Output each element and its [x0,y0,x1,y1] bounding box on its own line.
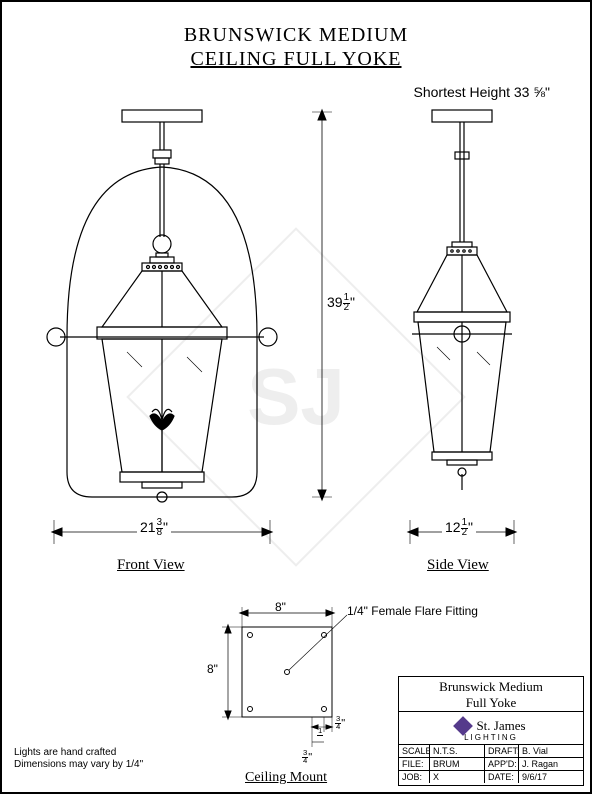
tb-company-sub: LIGHTING [399,733,583,744]
ceiling-mount-svg [192,597,392,767]
dim-side-width: 1212" [442,519,476,538]
tb-name1: Brunswick Medium [439,679,543,694]
title-block: Brunswick Medium Full Yoke St. James LIG… [398,676,584,786]
side-view-svg [382,102,542,522]
shortest-height: Shortest Height 33 ⅝" [414,84,551,100]
dim-34a: 34" [335,716,345,731]
title-line2: CEILING FULL YOKE [2,48,590,71]
dim-mount-w: 8" [275,600,286,614]
footer-note1: Lights are hand crafted [14,747,116,758]
front-view-svg [42,102,282,522]
title-line1: BRUNSWICK MEDIUM [2,24,590,47]
ceiling-mount-label: Ceiling Mount [245,770,327,786]
dim-front-width: 2138" [137,519,171,538]
dim-mount-h: 8" [207,662,218,676]
dim-34b: 34" [302,750,312,765]
fitting-label: 1/4" Female Flare Fitting [347,604,478,618]
tb-company: St. James [476,718,525,734]
side-view-label: Side View [427,557,489,574]
dim-height: 3912" [327,294,355,313]
tb-name2: Full Yoke [466,695,517,710]
dim-1: 1 [317,728,323,743]
front-view-label: Front View [117,557,185,574]
footer-note2: Dimensions may vary by 1/4" [14,759,143,770]
